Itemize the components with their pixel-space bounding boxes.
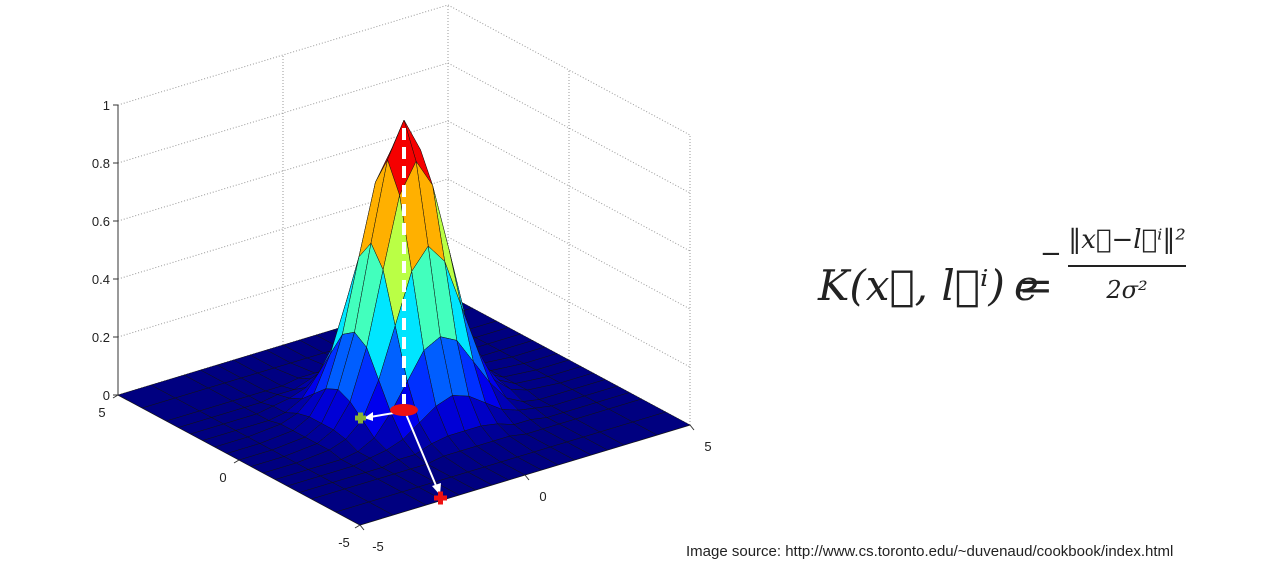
grid-line bbox=[447, 62, 691, 194]
z-tick-label: 0.6 bbox=[92, 214, 110, 229]
z-tick-label: 0.4 bbox=[92, 272, 110, 287]
x-tick bbox=[359, 524, 365, 531]
y-tick bbox=[354, 524, 361, 529]
grid-line bbox=[117, 62, 449, 164]
x-tick bbox=[689, 424, 695, 431]
formula-sign: − bbox=[1040, 239, 1062, 269]
formula-denominator: 2σ² bbox=[1105, 276, 1147, 304]
z-tick-label: 0 bbox=[103, 388, 110, 403]
z-tick-label: 0.8 bbox=[92, 156, 110, 171]
x-tick-label: 5 bbox=[704, 439, 711, 454]
y-tick-label: 0 bbox=[219, 470, 226, 485]
y-tick bbox=[112, 394, 119, 399]
arrow-head bbox=[364, 412, 373, 421]
y-tick-label: 5 bbox=[98, 405, 105, 420]
surface-patch bbox=[335, 501, 394, 526]
formula: K(x⃗, l⃗ⁱ) = e − ‖x⃗−l⃗ⁱ‖² 2σ² bbox=[817, 225, 1186, 310]
x-tick-label: 0 bbox=[539, 489, 546, 504]
z-tick-label: 1 bbox=[103, 98, 110, 113]
annotation-overlay bbox=[355, 128, 447, 505]
grid-line bbox=[117, 4, 449, 106]
grid-line bbox=[447, 4, 691, 136]
red-cross bbox=[434, 491, 447, 505]
x-tick-label: -5 bbox=[372, 539, 384, 554]
landmark bbox=[390, 404, 418, 416]
x-tick bbox=[524, 474, 530, 481]
arrow bbox=[405, 413, 438, 489]
z-tick-label: 0.2 bbox=[92, 330, 110, 345]
grid-line bbox=[117, 178, 449, 280]
formula-lhs: K(x⃗, l⃗ⁱ) = bbox=[817, 261, 1053, 310]
grid-line bbox=[447, 178, 691, 310]
grid-line bbox=[117, 120, 449, 222]
green-cross bbox=[355, 412, 366, 424]
formula-base: e bbox=[1014, 261, 1039, 310]
grid-line bbox=[447, 120, 691, 252]
grid-line bbox=[447, 236, 691, 368]
formula-numerator: ‖x⃗−l⃗ⁱ‖² bbox=[1068, 225, 1186, 255]
y-tick bbox=[233, 459, 240, 464]
y-tick-label: -5 bbox=[338, 535, 350, 550]
grid-line bbox=[117, 236, 449, 338]
source-note: Image source: http://www.cs.toronto.edu/… bbox=[686, 543, 1173, 560]
